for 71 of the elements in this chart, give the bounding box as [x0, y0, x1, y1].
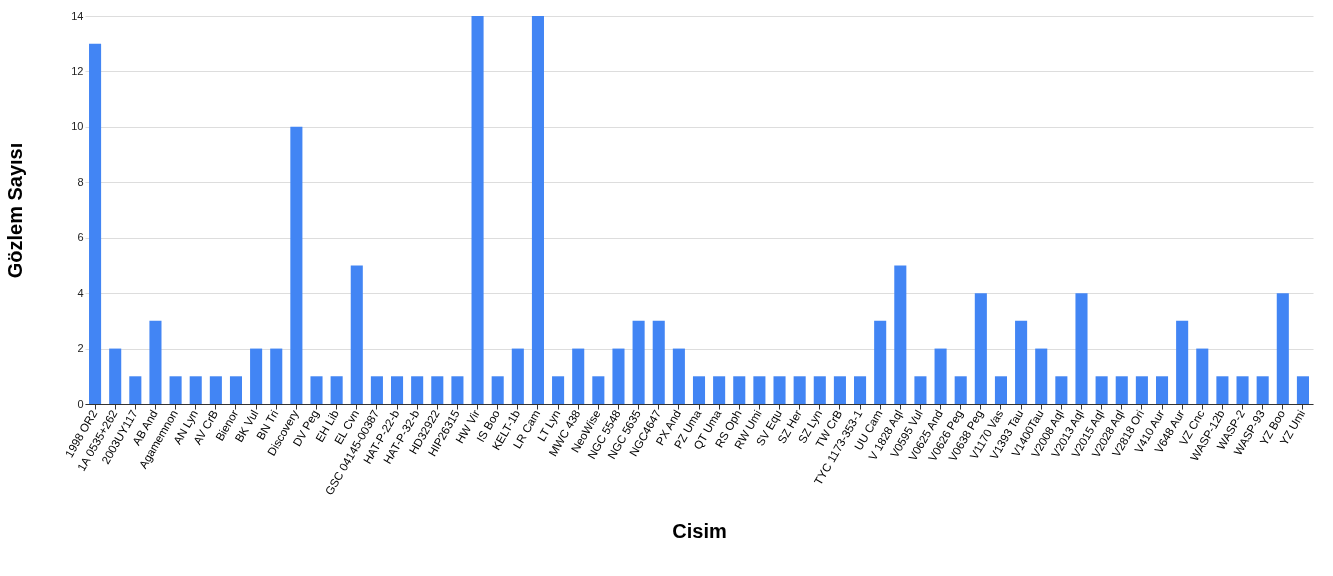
bar: [854, 376, 867, 404]
y-tick-label: 2: [77, 342, 84, 355]
bar: [250, 348, 263, 404]
bar: [270, 348, 283, 404]
bar: [672, 348, 685, 404]
bar: [109, 348, 122, 404]
bar: [370, 376, 383, 404]
bar: [169, 376, 182, 404]
bar: [149, 320, 162, 404]
bar: [974, 293, 987, 404]
bar: [229, 376, 243, 404]
y-axis-title: Gözlem Sayısı: [4, 142, 27, 279]
y-tick-label: 4: [77, 286, 84, 299]
bar: [572, 348, 585, 404]
bar: [1115, 376, 1128, 404]
bar: [350, 265, 363, 404]
bar: [451, 376, 464, 404]
y-tick-label: 6: [77, 231, 84, 244]
bar: [290, 126, 303, 404]
bar: [994, 376, 1008, 404]
bar: [1296, 376, 1309, 404]
bar: [874, 320, 887, 404]
bar: [471, 16, 484, 404]
bar: [1196, 348, 1209, 404]
y-tick-label: 0: [77, 397, 84, 410]
bar: [491, 376, 504, 404]
bar: [1276, 293, 1289, 404]
bar: [1155, 376, 1169, 404]
bar: [1095, 376, 1108, 404]
bar: [592, 376, 605, 404]
y-tick-label: 8: [77, 175, 84, 188]
bar: [773, 376, 786, 404]
bar: [833, 376, 846, 404]
bar: [954, 376, 967, 404]
bar: [189, 376, 202, 404]
bar: [934, 348, 947, 404]
bar: [552, 376, 565, 404]
bar: [813, 376, 826, 404]
x-axis-title: Cisim: [672, 520, 727, 543]
bar: [652, 320, 665, 404]
bar: [1176, 320, 1189, 404]
bar: [612, 348, 625, 404]
bar: [793, 376, 806, 404]
bar: [692, 376, 706, 404]
bar: [209, 376, 222, 404]
bar: [1236, 376, 1249, 404]
bar: [431, 376, 444, 404]
bar: [1256, 376, 1269, 404]
y-tick-label: 10: [71, 120, 84, 133]
bar: [1035, 348, 1048, 404]
bar: [1216, 376, 1229, 404]
bar: [1015, 320, 1028, 404]
bar: [390, 376, 404, 404]
bar: [914, 376, 927, 404]
bar: [531, 16, 544, 404]
bar: [89, 43, 102, 404]
bar: [1075, 293, 1088, 404]
bar: [753, 376, 766, 404]
bar: [330, 376, 343, 404]
y-tick-label: 12: [71, 64, 84, 77]
y-tick-label: 14: [71, 9, 84, 22]
bar: [1135, 376, 1148, 404]
bar: [511, 348, 524, 404]
bar: [632, 320, 645, 404]
bar: [411, 376, 424, 404]
bar: [310, 376, 323, 404]
bar: [733, 376, 746, 404]
bar: [894, 265, 907, 404]
bar: [129, 376, 142, 404]
bar: [1055, 376, 1068, 404]
bar: [713, 376, 726, 404]
